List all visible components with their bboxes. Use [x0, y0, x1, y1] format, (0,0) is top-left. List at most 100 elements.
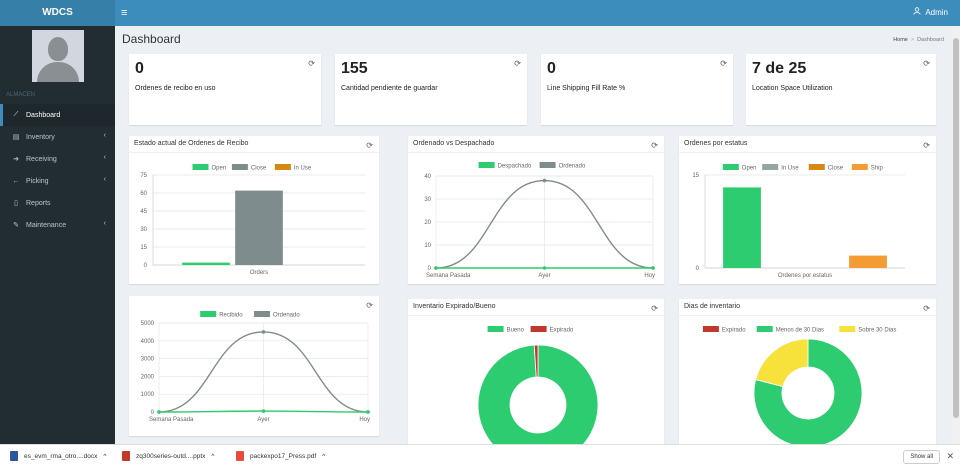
- chevron-left-icon: ‹: [103, 220, 106, 227]
- stat-label: Location Space Utilization: [752, 85, 833, 92]
- user-menu[interactable]: Admin: [913, 7, 948, 17]
- sidebar-item-dashboard[interactable]: ⟋ Dashboard: [0, 104, 115, 126]
- donut-chart: Expirado Menos de 30 Dias Sobre 30 Dias: [702, 326, 896, 444]
- panel-title: Ordenado vs Despachado: [413, 140, 495, 147]
- menu-toggle-icon[interactable]: ≡: [121, 7, 128, 19]
- download-bar: es_evm_rma_otro....docx ^ zq300series-ou…: [0, 444, 960, 470]
- pie-slice: [753, 338, 863, 444]
- bar: [723, 187, 761, 268]
- stat-value: 155: [341, 60, 368, 77]
- y-tick-label: 4000: [141, 339, 155, 345]
- download-filename: packexpo17_Press.pdf: [250, 452, 317, 460]
- chevron-up-icon[interactable]: ^: [103, 452, 107, 460]
- chart-icon: ⟋: [13, 111, 19, 118]
- legend-swatch: [530, 326, 547, 332]
- refresh-icon[interactable]: ⟳: [651, 141, 658, 150]
- refresh-icon[interactable]: ⟳: [720, 59, 727, 68]
- bar: [182, 262, 230, 265]
- x-tick-label: Ayer: [538, 273, 550, 279]
- data-point: [366, 410, 370, 414]
- y-tick-label: 5000: [141, 321, 155, 327]
- refresh-icon[interactable]: ⟳: [366, 141, 373, 150]
- y-tick-label: 1000: [141, 392, 155, 398]
- sidebar-item-receiving[interactable]: ➔ Receiving ‹: [0, 148, 115, 170]
- legend-swatch: [762, 164, 779, 170]
- legend-label: Menos de 30 Dias: [776, 328, 824, 334]
- y-tick-label: 20: [424, 220, 431, 226]
- legend-label: Sobre 30 Dias: [858, 328, 896, 334]
- panel-title: Dias de inventario: [684, 303, 741, 310]
- list-icon: ▤: [12, 134, 20, 141]
- data-point: [651, 266, 655, 270]
- stat-box: 0 Line Shipping Fill Rate % ⟳: [541, 54, 733, 125]
- legend-swatch: [192, 164, 209, 170]
- scrollbar[interactable]: [952, 26, 960, 444]
- y-tick-label: 15: [692, 173, 699, 179]
- y-tick-label: 60: [140, 191, 147, 197]
- download-item[interactable]: es_evm_rma_otro....docx ^: [10, 451, 106, 461]
- download-item[interactable]: packexpo17_Press.pdf ^: [236, 451, 325, 461]
- sidebar-item-inventory[interactable]: ▤ Inventory ‹: [0, 126, 115, 148]
- y-tick-label: 2000: [141, 374, 155, 380]
- panel-title: Ordenes por estatus: [684, 140, 748, 147]
- file-icon: ▯: [14, 200, 18, 207]
- x-tick-label: Semana Pasada: [426, 273, 471, 279]
- legend-label: Open: [742, 166, 757, 172]
- panel-title: Estado actual de Ordenes de Recibo: [134, 140, 249, 147]
- refresh-icon[interactable]: ⟳: [366, 301, 373, 310]
- legend-label: Open: [212, 166, 227, 172]
- chart-panel: Dias de inventario ⟳ Expirado Menos de 30…: [679, 299, 936, 444]
- sidebar-item-label: Picking: [26, 177, 49, 185]
- brand-logo[interactable]: WDCS: [0, 0, 115, 26]
- bar-chart: Open In Use Close Ship 0 15 Ordenes por estatu…: [692, 164, 905, 279]
- sidebar-item-maintenance[interactable]: ✎ Maintenance ‹: [0, 214, 115, 236]
- sidebar-item-label: Inventory: [26, 133, 55, 141]
- refresh-icon[interactable]: ⟳: [514, 59, 521, 68]
- y-tick-label: 15: [140, 245, 147, 251]
- bar-chart: Open Close In Use 0 15 30 45 60 75 Orders: [140, 164, 365, 276]
- user-name: Admin: [925, 7, 948, 17]
- download-item[interactable]: zq300series-outd....pptx ^: [122, 451, 214, 461]
- chart-panel: Ordenes por estatus ⟳ Open In Use Close Shi…: [679, 136, 936, 284]
- download-filename: es_evm_rma_otro....docx: [24, 452, 98, 460]
- bar: [235, 190, 283, 265]
- stat-label: Cantidad pendiente de guardar: [341, 85, 438, 92]
- legend-swatch: [851, 164, 868, 170]
- data-point: [157, 410, 161, 414]
- legend-label: Expirado: [722, 328, 746, 334]
- refresh-icon[interactable]: ⟳: [923, 59, 930, 68]
- legend-swatch: [756, 326, 773, 332]
- data-point: [434, 266, 438, 270]
- y-tick-label: 0: [428, 266, 432, 272]
- legend-swatch: [808, 164, 825, 170]
- show-all-button[interactable]: Show all: [903, 450, 940, 464]
- sidebar-menu: ⟋ Dashboard ▤ Inventory ‹ ➔ Receiving ‹ ← Picking…: [0, 104, 115, 236]
- close-icon[interactable]: ✕: [946, 451, 954, 461]
- line-chart: Recibido Ordenado 0 1000 2000 3000 4000 5000 Sem…: [141, 311, 370, 423]
- legend-swatch: [722, 164, 739, 170]
- sidebar-item-picking[interactable]: ← Picking ‹: [0, 170, 115, 192]
- refresh-icon[interactable]: ⟳: [651, 304, 658, 313]
- legend-swatch: [539, 162, 556, 168]
- y-tick-label: 40: [424, 174, 431, 180]
- sidebar-item-reports[interactable]: ▯ Reports: [0, 192, 115, 214]
- legend-swatch: [274, 164, 291, 170]
- refresh-icon[interactable]: ⟳: [923, 304, 930, 313]
- chevron-up-icon[interactable]: ^: [211, 452, 215, 460]
- breadcrumb-current: Dashboard: [917, 37, 944, 43]
- file-icon: [236, 451, 244, 461]
- arrow-left-icon: ←: [12, 177, 20, 185]
- y-tick-label: 10: [424, 243, 431, 249]
- sidebar-item-label: Receiving: [26, 155, 57, 163]
- legend-label: Recibido: [219, 313, 243, 319]
- breadcrumb: Home > Dashboard: [893, 37, 944, 43]
- legend-label: Despachado: [498, 164, 532, 170]
- page-title: Dashboard: [122, 32, 181, 46]
- chevron-up-icon[interactable]: ^: [322, 452, 326, 460]
- breadcrumb-home[interactable]: Home: [893, 37, 908, 43]
- y-tick-label: 0: [696, 266, 700, 272]
- legend-label: In Use: [781, 166, 799, 172]
- data-point: [542, 178, 547, 183]
- refresh-icon[interactable]: ⟳: [308, 59, 315, 68]
- refresh-icon[interactable]: ⟳: [923, 141, 930, 150]
